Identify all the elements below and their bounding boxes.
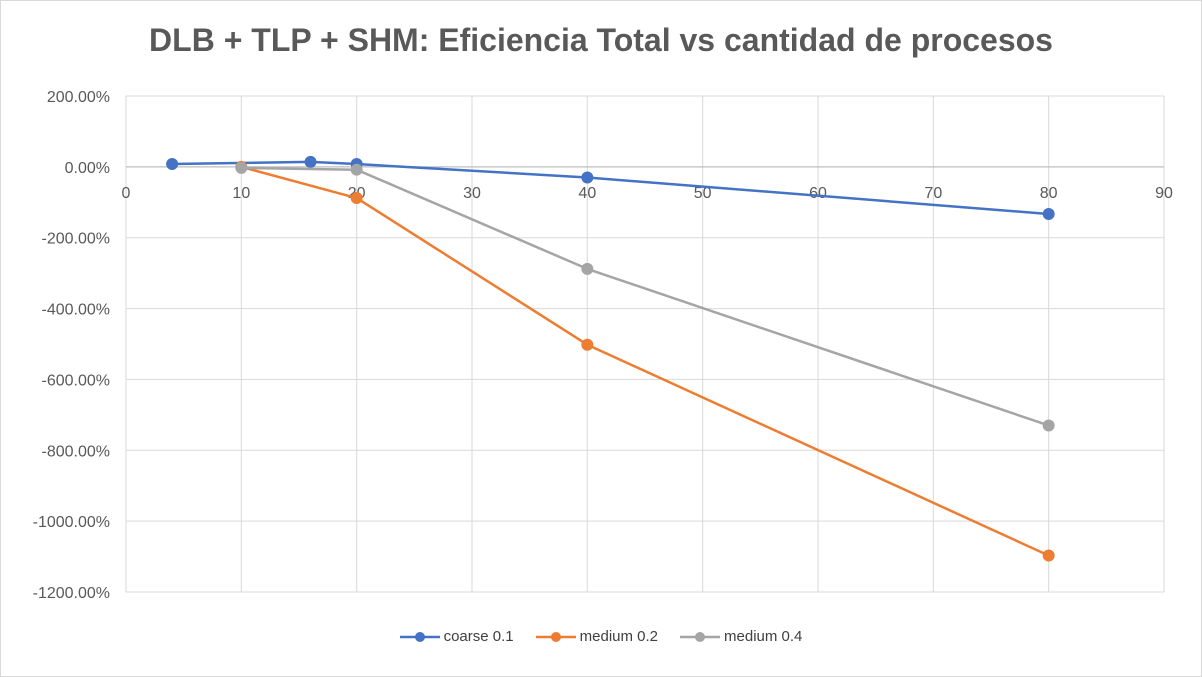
data-point: [1042, 419, 1055, 432]
series-line: [241, 165, 1050, 557]
legend-label: coarse 0.1: [443, 628, 514, 645]
legend-swatch-marker: [414, 631, 425, 642]
y-tick-label: 200.00%: [47, 89, 110, 106]
x-tick-label: 70: [924, 185, 942, 202]
y-tick-label: -1200.00%: [33, 585, 110, 602]
x-tick-label: 0: [122, 185, 131, 202]
y-tick-label: 0.00%: [65, 160, 110, 177]
x-tick-label: 10: [232, 185, 250, 202]
y-tick-label: -600.00%: [42, 372, 111, 389]
y-tick-label: -400.00%: [42, 302, 111, 319]
data-point: [350, 192, 363, 205]
x-tick-label: 40: [578, 185, 596, 202]
y-tick-label: -200.00%: [42, 231, 111, 248]
data-point: [350, 163, 363, 176]
data-point: [1042, 549, 1055, 562]
legend-item: coarse 0.1: [399, 628, 514, 645]
legend-swatch: [680, 631, 721, 642]
x-tick-label: 60: [809, 185, 827, 202]
legend-swatch: [399, 631, 440, 642]
chart-title: DLB + TLP + SHM: Eficiencia Total vs can…: [149, 22, 1053, 58]
x-tick-label: 90: [1155, 185, 1173, 202]
data-point: [235, 161, 248, 174]
data-point: [1042, 207, 1055, 220]
data-point: [166, 158, 179, 171]
data-point: [581, 171, 594, 184]
legend-item: medium 0.2: [535, 628, 659, 645]
series-line: [241, 166, 1050, 427]
data-point: [581, 262, 594, 275]
legend-swatch: [535, 631, 576, 642]
legend-swatch-marker: [695, 631, 706, 642]
x-tick-label: 80: [1040, 185, 1058, 202]
legend-item: medium 0.4: [680, 628, 802, 645]
x-tick-label: 50: [694, 185, 712, 202]
legend-swatch-marker: [550, 631, 561, 642]
chart-legend: coarse 0.1 medium 0.2 medium 0.4: [0, 628, 1202, 645]
data-point: [581, 338, 594, 351]
y-tick-label: -800.00%: [42, 443, 111, 460]
x-tick-label: 30: [463, 185, 481, 202]
y-tick-label: -1000.00%: [33, 514, 110, 531]
legend-label: medium 0.2: [579, 628, 659, 645]
data-point: [304, 155, 317, 168]
legend-label: medium 0.4: [724, 628, 803, 645]
